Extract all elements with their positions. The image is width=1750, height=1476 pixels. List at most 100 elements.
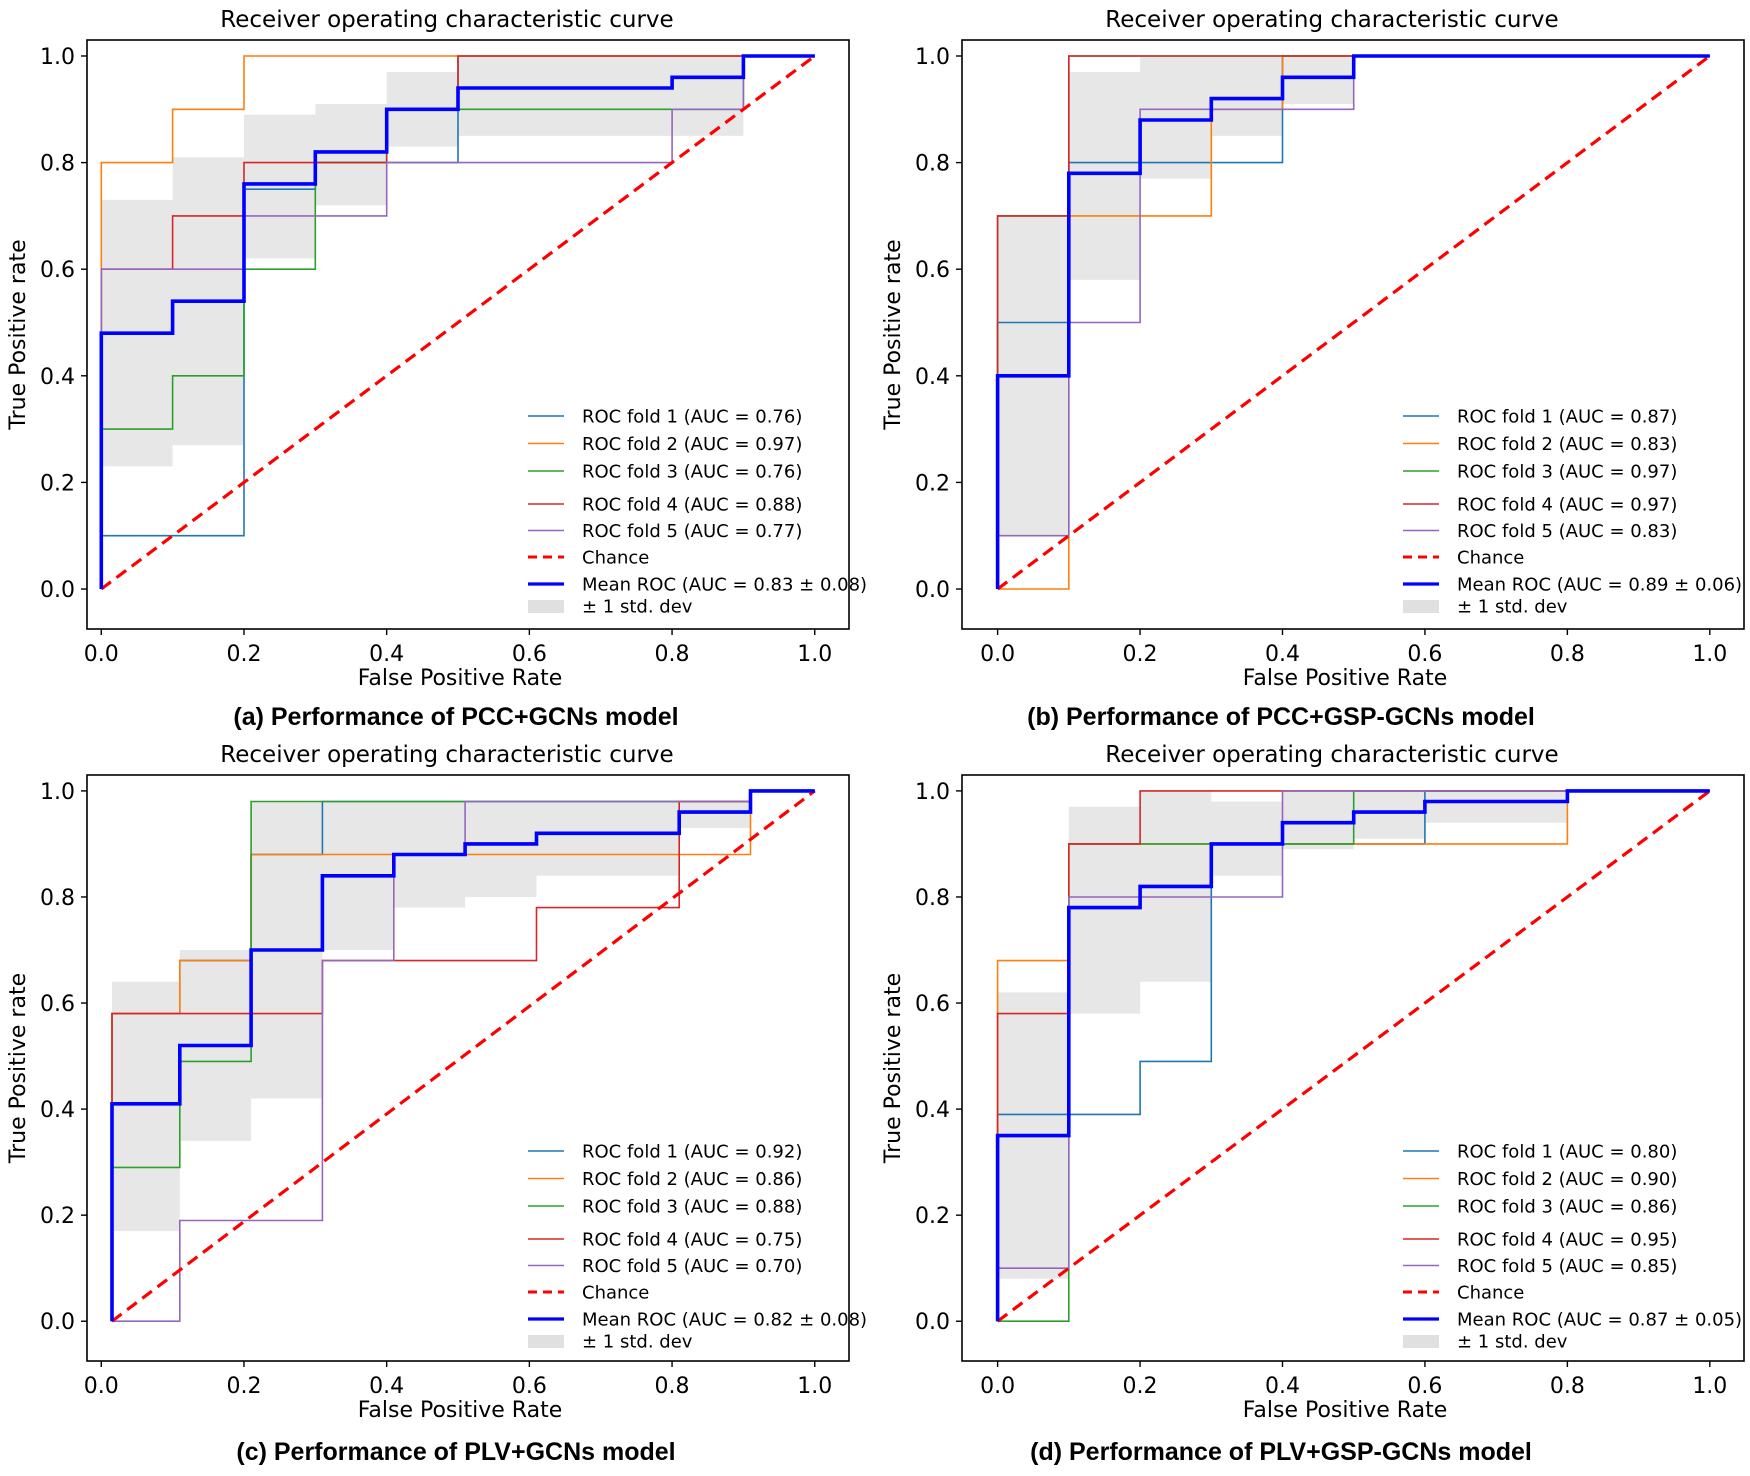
- chance-line: [996, 789, 1711, 1323]
- roc-fold-4-line: [996, 790, 1710, 1322]
- legend-label: ± 1 std. dev: [1457, 1332, 1568, 1353]
- panel-caption: (b) Performance of PCC+GSP-GCNs model: [1027, 703, 1535, 731]
- std-dev-band: [997, 56, 1710, 536]
- plot-area: [110, 789, 816, 1323]
- chart-panel-1: Receiver operating characteristic curve 0…: [6, 7, 867, 731]
- x-tick-label: 0.6: [512, 642, 547, 667]
- x-axis-label: False Positive Rate: [1243, 1398, 1447, 1423]
- x-tick-label: 0.4: [1265, 1374, 1300, 1399]
- panel-caption: (a) Performance of PCC+GCNs model: [233, 703, 678, 731]
- x-tick-label: 1.0: [797, 1374, 832, 1399]
- chart-panel-4: Receiver operating characteristic curve 0…: [881, 742, 1745, 1466]
- legend-label: Chance: [1457, 548, 1524, 569]
- legend-label: ROC fold 2 (AUC = 0.83): [1457, 434, 1677, 455]
- y-tick-label: 1.0: [915, 780, 950, 805]
- x-tick-label: 0.6: [512, 1374, 547, 1399]
- x-tick-label: 0.4: [1265, 642, 1300, 667]
- legend-label: ROC fold 5 (AUC = 0.83): [1457, 521, 1677, 542]
- legend-label: ROC fold 4 (AUC = 0.95): [1457, 1230, 1677, 1251]
- legend-label: ROC fold 4 (AUC = 0.75): [582, 1230, 802, 1251]
- legend-label: ROC fold 2 (AUC = 0.86): [582, 1169, 802, 1190]
- x-tick-label: 0.2: [1123, 1374, 1158, 1399]
- legend-swatch: [528, 1335, 564, 1348]
- mean-roc-line: [99, 54, 815, 589]
- x-tick-label: 0.2: [226, 1374, 261, 1399]
- legend-label: ROC fold 4 (AUC = 0.88): [582, 495, 802, 516]
- x-tick-label: 0.0: [84, 1374, 119, 1399]
- legend: ROC fold 1 (AUC = 0.87) ROC fold 2 (AUC =…: [1403, 407, 1742, 618]
- y-axis-label: True Positive rate: [6, 239, 31, 430]
- y-tick-label: 0.8: [40, 886, 75, 911]
- y-tick-label: 0.4: [40, 1098, 75, 1123]
- mean-roc-line: [995, 789, 1710, 1322]
- x-tick-label: 0.0: [84, 642, 119, 667]
- roc-fold-5-line: [100, 55, 815, 589]
- y-axis-label: True Positive rate: [881, 239, 906, 430]
- panel-caption: (d) Performance of PLV+GSP-GCNs model: [1030, 1438, 1532, 1466]
- legend-label: Mean ROC (AUC = 0.87 ± 0.05): [1457, 1310, 1742, 1331]
- axes-frame: [961, 774, 1745, 1362]
- legend-label: Mean ROC (AUC = 0.89 ± 0.06): [1457, 575, 1742, 596]
- legend-label: ROC fold 4 (AUC = 0.97): [1457, 495, 1677, 516]
- axes-frame: [86, 39, 850, 630]
- x-tick-label: 0.2: [1123, 642, 1158, 667]
- x-tick-label: 0.8: [655, 1374, 690, 1399]
- legend-label: ROC fold 1 (AUC = 0.92): [582, 1142, 802, 1163]
- y-tick-label: 0.0: [40, 1310, 75, 1335]
- y-tick-label: 0.2: [40, 1204, 75, 1229]
- y-tick-label: 0.2: [915, 1204, 950, 1229]
- legend-label: Mean ROC (AUC = 0.83 ± 0.08): [582, 575, 867, 596]
- y-tick-label: 0.4: [915, 1098, 950, 1123]
- x-tick-label: 0.4: [369, 642, 404, 667]
- y-tick-label: 0.8: [915, 152, 950, 177]
- legend-label: ROC fold 3 (AUC = 0.88): [582, 1197, 802, 1218]
- legend-label: Chance: [582, 548, 649, 569]
- legend-label: ROC fold 2 (AUC = 0.97): [582, 434, 802, 455]
- x-tick-label: 0.2: [226, 642, 261, 667]
- chart-title: Receiver operating characteristic curve: [1105, 742, 1558, 768]
- legend-swatch: [1403, 600, 1439, 613]
- x-tick-label: 0.0: [980, 642, 1015, 667]
- legend-label: ± 1 std. dev: [1457, 597, 1568, 618]
- x-axis-label: False Positive Rate: [358, 666, 562, 691]
- plot-area: [99, 54, 816, 591]
- std-dev-band: [112, 790, 815, 1232]
- x-tick-label: 1.0: [797, 642, 832, 667]
- x-tick-label: 0.8: [1550, 1374, 1585, 1399]
- legend-label: ROC fold 1 (AUC = 0.87): [1457, 407, 1677, 428]
- axes-frame: [86, 774, 850, 1362]
- chart-title: Receiver operating characteristic curve: [1105, 7, 1558, 33]
- y-tick-label: 0.6: [915, 258, 950, 283]
- x-tick-label: 0.6: [1407, 1374, 1442, 1399]
- legend-label: ROC fold 5 (AUC = 0.85): [1457, 1256, 1677, 1277]
- legend-label: ROC fold 3 (AUC = 0.86): [1457, 1197, 1677, 1218]
- x-tick-label: 1.0: [1692, 642, 1727, 667]
- legend: ROC fold 1 (AUC = 0.92) ROC fold 2 (AUC =…: [528, 1142, 867, 1353]
- legend-swatch: [528, 600, 564, 613]
- x-tick-label: 0.8: [655, 642, 690, 667]
- legend: ROC fold 1 (AUC = 0.76) ROC fold 2 (AUC =…: [528, 407, 867, 618]
- roc-fold-2-line: [100, 55, 815, 589]
- legend-label: ROC fold 5 (AUC = 0.70): [582, 1256, 802, 1277]
- chance-line: [996, 54, 1711, 591]
- legend-label: ROC fold 5 (AUC = 0.77): [582, 521, 802, 542]
- panel-caption: (c) Performance of PLV+GCNs model: [236, 1438, 675, 1466]
- y-tick-label: 1.0: [915, 45, 950, 70]
- legend-label: Chance: [1457, 1283, 1524, 1304]
- y-axis-label: True Positive rate: [6, 973, 31, 1164]
- x-tick-label: 1.0: [1692, 1374, 1727, 1399]
- y-tick-label: 0.8: [915, 886, 950, 911]
- x-tick-label: 0.8: [1550, 642, 1585, 667]
- chance-line: [100, 54, 816, 591]
- y-tick-label: 1.0: [40, 780, 75, 805]
- y-tick-label: 0.0: [915, 1310, 950, 1335]
- y-tick-label: 0.4: [915, 365, 950, 390]
- plot-area: [995, 789, 1711, 1323]
- chance-line: [111, 789, 816, 1323]
- legend-label: Mean ROC (AUC = 0.82 ± 0.08): [582, 1310, 867, 1331]
- y-tick-label: 0.2: [40, 471, 75, 496]
- legend-label: ROC fold 1 (AUC = 0.76): [582, 407, 802, 428]
- legend: ROC fold 1 (AUC = 0.80) ROC fold 2 (AUC =…: [1403, 1142, 1742, 1353]
- x-tick-label: 0.6: [1407, 642, 1442, 667]
